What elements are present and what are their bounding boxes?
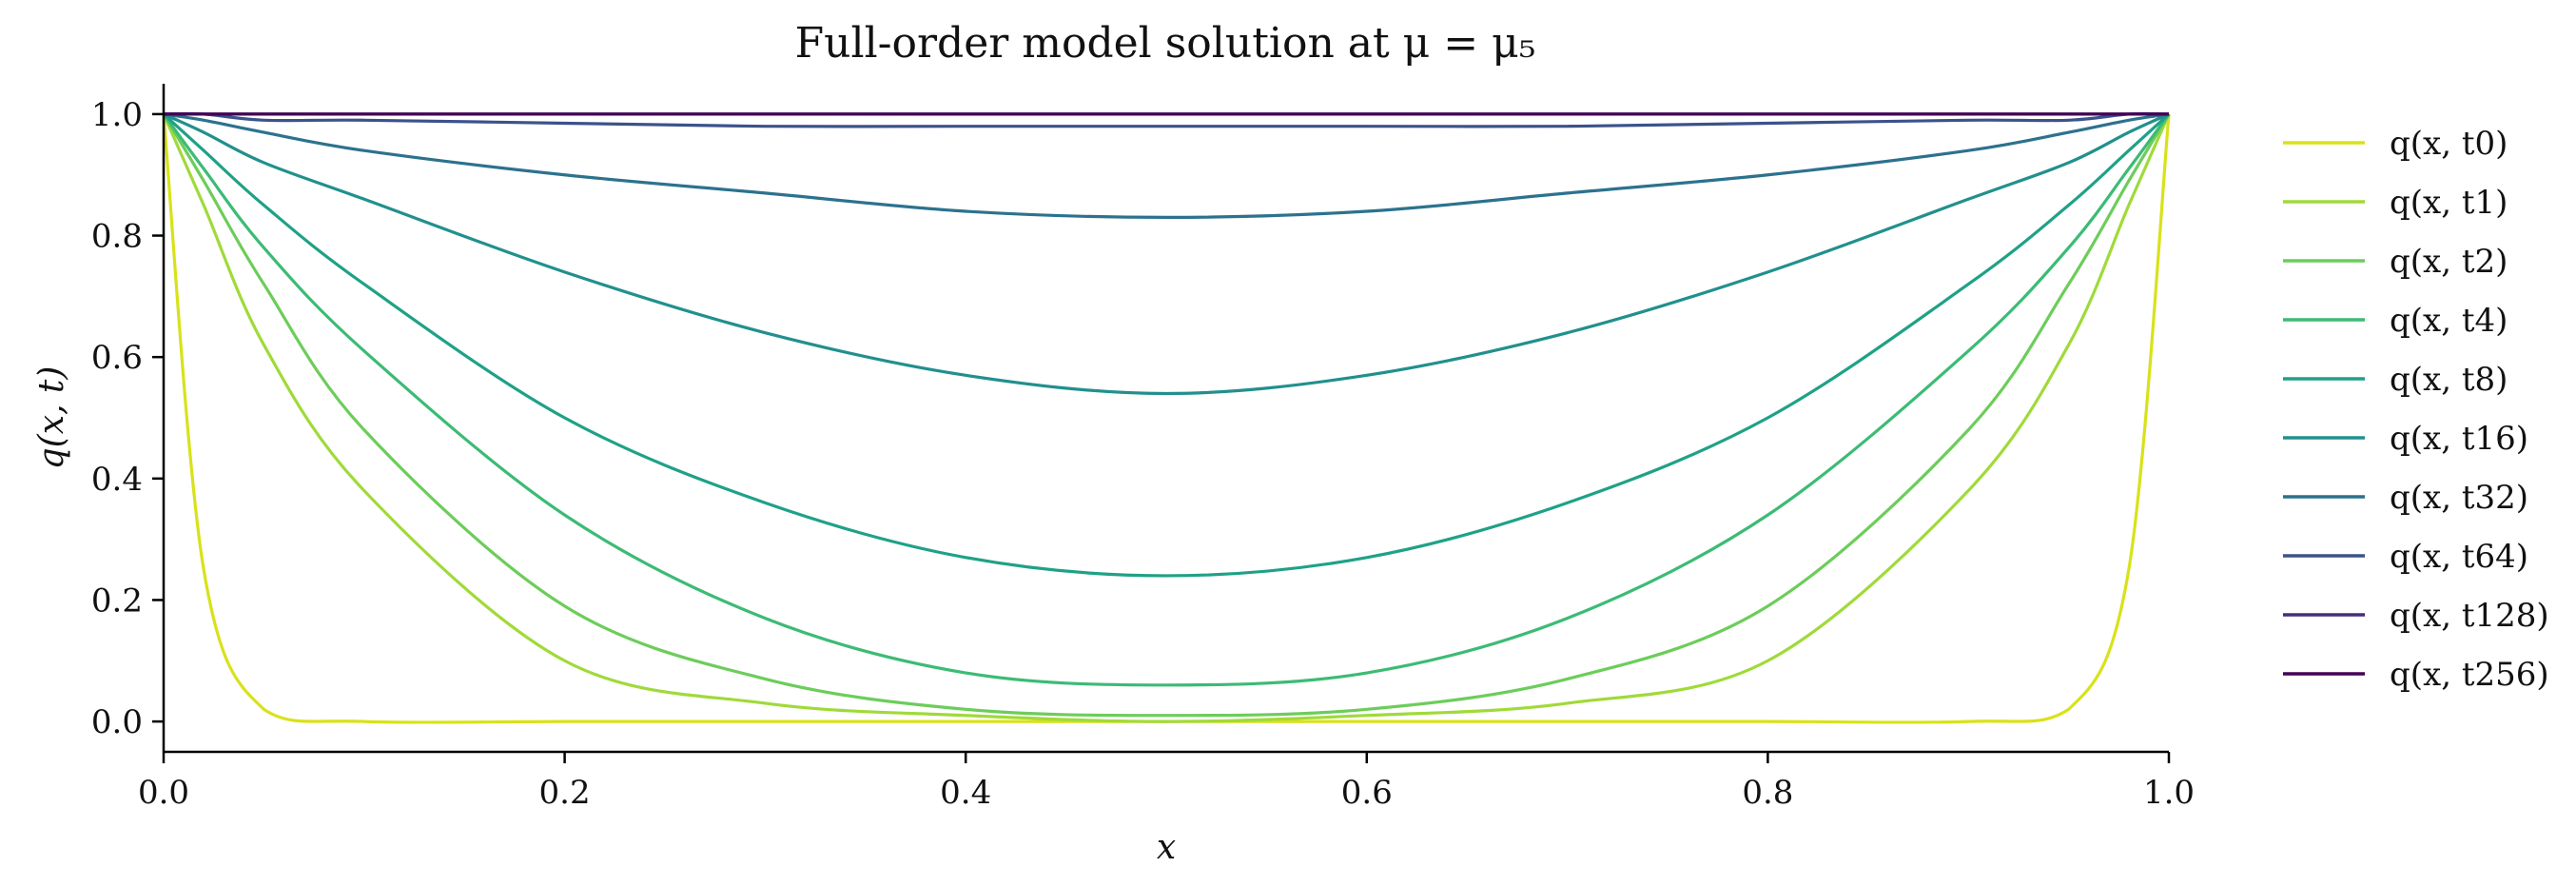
legend-label: q(x, t128) xyxy=(2390,597,2549,635)
legend-label: q(x, t0) xyxy=(2390,125,2508,163)
x-tick-label: 0.8 xyxy=(1742,774,1793,812)
y-tick-label: 1.0 xyxy=(91,96,143,134)
legend-label: q(x, t256) xyxy=(2390,656,2549,694)
series-line-7 xyxy=(163,111,2170,128)
series-line-0 xyxy=(162,113,2171,724)
y-tick-label: 0.6 xyxy=(91,339,143,377)
y-tick-label: 0.2 xyxy=(91,581,143,620)
series-line-2 xyxy=(162,113,2171,718)
x-tick-label: 1.0 xyxy=(2143,774,2195,812)
series-line-6 xyxy=(163,112,2170,219)
legend-label: q(x, t32) xyxy=(2390,479,2528,517)
series-line-5 xyxy=(163,112,2170,396)
legend-label: q(x, t64) xyxy=(2390,538,2528,576)
x-axis-label: x xyxy=(1157,828,1176,867)
x-tick-label: 0.4 xyxy=(940,774,991,812)
series-line-4 xyxy=(162,112,2171,578)
x-tick-label: 0.2 xyxy=(539,774,591,812)
legend-label: q(x, t2) xyxy=(2390,243,2508,281)
y-axis-label: q(x, t) xyxy=(32,366,71,470)
y-ticks: 0.0 0.2 0.4 0.6 0.8 1.0 xyxy=(91,96,164,741)
legend-label: q(x, t1) xyxy=(2390,184,2508,222)
series-layer xyxy=(162,111,2171,724)
legend-label: q(x, t16) xyxy=(2390,420,2528,458)
x-tick-label: 0.0 xyxy=(138,774,189,812)
x-tick-label: 0.6 xyxy=(1341,774,1393,812)
y-tick-label: 0.8 xyxy=(91,218,143,256)
legend-label: q(x, t8) xyxy=(2390,361,2508,399)
y-tick-label: 0.4 xyxy=(91,461,143,499)
series-line-3 xyxy=(162,112,2171,687)
series-line-1 xyxy=(162,113,2171,723)
chart-title: Full-order model solution at μ = μ₅ xyxy=(795,19,1536,68)
legend: q(x, t0) q(x, t1) q(x, t2) q(x, t4) q(x, t8)… xyxy=(2283,125,2549,694)
y-tick-label: 0.0 xyxy=(91,703,143,741)
legend-label: q(x, t4) xyxy=(2390,302,2508,340)
x-ticks: 0.0 0.2 0.4 0.6 0.8 1.0 xyxy=(138,752,2195,812)
